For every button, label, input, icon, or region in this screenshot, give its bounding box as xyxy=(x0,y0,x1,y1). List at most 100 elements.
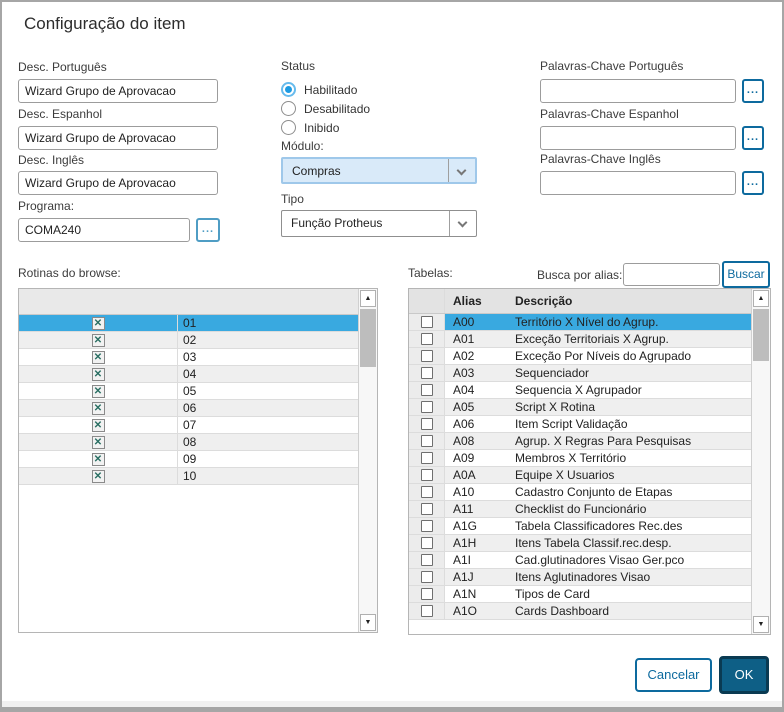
desc-espanhol-field[interactable] xyxy=(18,126,218,150)
scroll-up-icon[interactable]: ▲ xyxy=(753,290,769,307)
radio-icon[interactable] xyxy=(281,82,296,97)
rotina-code-cell: 02 xyxy=(183,333,197,347)
table-checkbox[interactable] xyxy=(420,571,433,583)
tabela-alias-cell: A09 xyxy=(453,451,475,465)
tabela-row[interactable]: A03 Sequenciador xyxy=(409,365,751,382)
tabela-alias-cell: A08 xyxy=(453,434,475,448)
table-checkbox[interactable] xyxy=(420,350,433,362)
table-checkbox[interactable] xyxy=(420,316,433,328)
table-checkbox[interactable] xyxy=(420,503,433,515)
rotina-code-cell: 07 xyxy=(183,418,197,432)
palavras-espanhol-browse-button[interactable]: ... xyxy=(742,126,764,150)
palavras-portugues-browse-button[interactable]: ... xyxy=(742,79,764,103)
scroll-down-icon[interactable]: ▼ xyxy=(753,616,769,633)
table-checkbox[interactable] xyxy=(420,367,433,379)
table-checkbox[interactable] xyxy=(420,435,433,447)
modulo-chevron-box[interactable] xyxy=(448,159,475,182)
tabelas-scrollbar[interactable]: ▲ ▼ xyxy=(751,289,770,634)
tabela-row[interactable]: A09 Membros X Território xyxy=(409,450,751,467)
x-checked-icon: ✕ xyxy=(91,401,105,415)
table-checkbox[interactable] xyxy=(420,605,433,617)
rotinas-row[interactable]: ✕ 02 xyxy=(19,332,358,349)
tabela-row[interactable]: A1H Itens Tabela Classif.rec.desp. xyxy=(409,535,751,552)
tipo-chevron-box[interactable] xyxy=(449,211,476,236)
tabela-checkbox-cell xyxy=(409,518,445,534)
scroll-down-icon[interactable]: ▼ xyxy=(360,614,376,631)
modulo-select[interactable]: Compras xyxy=(281,157,477,184)
programa-field[interactable] xyxy=(18,218,190,242)
tabela-row[interactable]: A11 Checklist do Funcionário xyxy=(409,501,751,518)
tipo-label: Tipo xyxy=(281,192,304,206)
status-radio-group: Habilitado Desabilitado Inibido xyxy=(281,80,451,137)
tabela-descricao-cell: Membros X Território xyxy=(515,451,627,465)
tabela-row[interactable]: A0A Equipe X Usuarios xyxy=(409,467,751,484)
table-checkbox[interactable] xyxy=(420,384,433,396)
tabela-row[interactable]: A1N Tipos de Card xyxy=(409,586,751,603)
desc-ingles-field[interactable] xyxy=(18,171,218,195)
scroll-up-icon[interactable]: ▲ xyxy=(360,290,376,307)
tabelas-scrollbar-thumb[interactable] xyxy=(753,309,769,361)
table-checkbox[interactable] xyxy=(420,554,433,566)
tabela-row[interactable]: A04 Sequencia X Agrupador xyxy=(409,382,751,399)
table-checkbox[interactable] xyxy=(420,401,433,413)
tabela-row[interactable]: A1J Itens Aglutinadores Visao xyxy=(409,569,751,586)
rotinas-row[interactable]: ✕ 03 xyxy=(19,349,358,366)
status-radio-inibido[interactable]: Inibido xyxy=(281,118,451,137)
rotinas-row[interactable]: ✕ 07 xyxy=(19,417,358,434)
tabela-row[interactable]: A00 Território X Nível do Agrup. xyxy=(409,314,751,331)
tabela-row[interactable]: A05 Script X Rotina xyxy=(409,399,751,416)
busca-alias-input[interactable] xyxy=(623,263,720,286)
tabela-row[interactable]: A08 Agrup. X Regras Para Pesquisas xyxy=(409,433,751,450)
radio-icon[interactable] xyxy=(281,120,296,135)
table-checkbox[interactable] xyxy=(420,469,433,481)
rotinas-row[interactable]: ✕ 01 xyxy=(19,315,358,332)
status-radio-habilitado[interactable]: Habilitado xyxy=(281,80,451,99)
rotinas-row[interactable]: ✕ 10 xyxy=(19,468,358,485)
tipo-select[interactable]: Função Protheus xyxy=(281,210,477,237)
rotina-icon-cell: ✕ xyxy=(19,366,178,382)
tabela-descricao-cell: Checklist do Funcionário xyxy=(515,502,647,516)
rotinas-row[interactable]: ✕ 06 xyxy=(19,400,358,417)
tabela-descricao-cell: Sequenciador xyxy=(515,366,590,380)
rotinas-row[interactable]: ✕ 09 xyxy=(19,451,358,468)
x-checked-icon: ✕ xyxy=(91,452,105,466)
programa-browse-button[interactable]: ... xyxy=(196,218,220,242)
palavras-portugues-field[interactable] xyxy=(540,79,736,103)
tabela-descricao-cell: Cadastro Conjunto de Etapas xyxy=(515,485,673,499)
radio-icon[interactable] xyxy=(281,101,296,116)
tabela-row[interactable]: A1O Cards Dashboard xyxy=(409,603,751,620)
rotinas-label: Rotinas do browse: xyxy=(18,266,121,280)
table-checkbox[interactable] xyxy=(420,333,433,345)
tabela-checkbox-cell xyxy=(409,348,445,364)
x-checked-icon: ✕ xyxy=(91,333,105,347)
table-checkbox[interactable] xyxy=(420,537,433,549)
modulo-selected-value: Compras xyxy=(292,164,341,178)
tabela-row[interactable]: A1I Cad.glutinadores Visao Ger.pco xyxy=(409,552,751,569)
tabela-row[interactable]: A1G Tabela Classificadores Rec.des xyxy=(409,518,751,535)
palavras-ingles-field[interactable] xyxy=(540,171,736,195)
rotinas-row[interactable]: ✕ 05 xyxy=(19,383,358,400)
tabela-row[interactable]: A06 Item Script Validação xyxy=(409,416,751,433)
tabela-row[interactable]: A10 Cadastro Conjunto de Etapas xyxy=(409,484,751,501)
table-checkbox[interactable] xyxy=(420,486,433,498)
rotinas-scrollbar-thumb[interactable] xyxy=(360,309,376,367)
table-checkbox[interactable] xyxy=(420,520,433,532)
table-checkbox[interactable] xyxy=(420,588,433,600)
palavras-ingles-browse-button[interactable]: ... xyxy=(742,171,764,195)
tabela-row[interactable]: A01 Exceção Territoriais X Agrup. xyxy=(409,331,751,348)
status-radio-desabilitado[interactable]: Desabilitado xyxy=(281,99,451,118)
ok-button[interactable]: OK xyxy=(719,656,769,694)
rotina-icon-cell: ✕ xyxy=(19,383,178,399)
rotinas-row[interactable]: ✕ 04 xyxy=(19,366,358,383)
rotinas-scrollbar[interactable]: ▲ ▼ xyxy=(358,289,377,632)
table-checkbox[interactable] xyxy=(420,418,433,430)
desc-portugues-field[interactable] xyxy=(18,79,218,103)
tabela-row[interactable]: A02 Exceção Por Níveis do Agrupado xyxy=(409,348,751,365)
palavras-espanhol-field[interactable] xyxy=(540,126,736,150)
cancel-button[interactable]: Cancelar xyxy=(635,658,712,692)
radio-label: Habilitado xyxy=(304,82,358,97)
table-checkbox[interactable] xyxy=(420,452,433,464)
buscar-button[interactable]: Buscar xyxy=(722,261,770,288)
rotinas-row[interactable]: ✕ 08 xyxy=(19,434,358,451)
